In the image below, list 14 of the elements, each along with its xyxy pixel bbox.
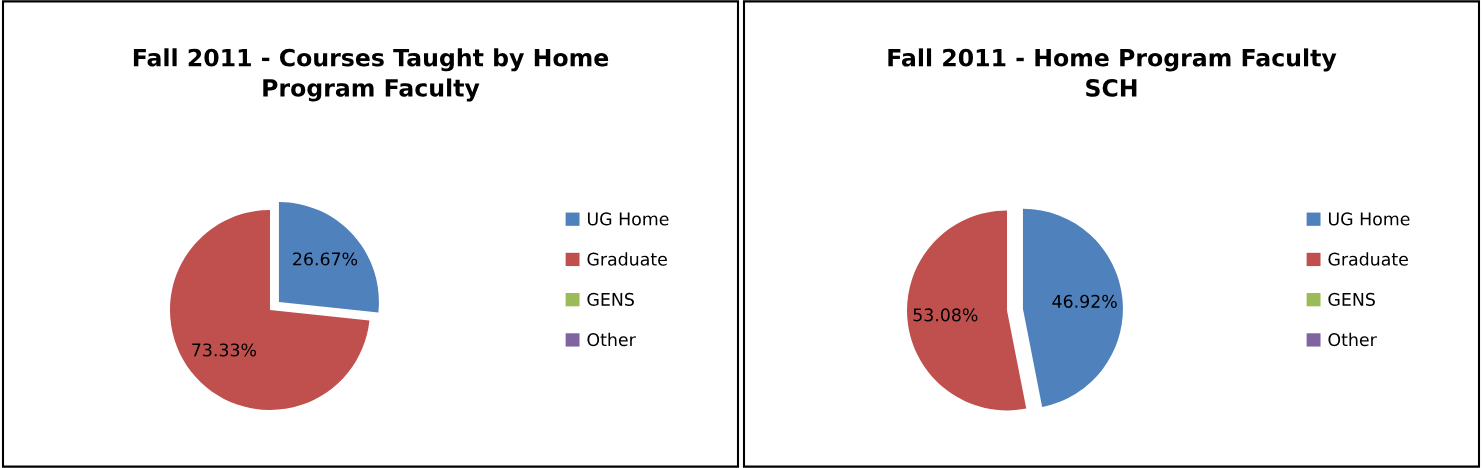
- legend-label: UG Home: [1328, 212, 1410, 226]
- data-label: 73.33%: [192, 343, 257, 357]
- chart-title: Fall 2011 - Home Program Faculty SCH: [888, 48, 1337, 97]
- data-label: 53.08%: [913, 308, 978, 322]
- legend-label: Graduate: [1328, 252, 1408, 266]
- data-label: 46.92%: [1052, 294, 1117, 308]
- legend-label: UG Home: [587, 212, 669, 226]
- legend-label: GENS: [587, 292, 634, 306]
- data-label: 26.67%: [293, 252, 358, 266]
- legend-label: Other: [1328, 332, 1377, 347]
- legend-label: GENS: [1328, 292, 1375, 306]
- legend-label: Other: [587, 332, 636, 347]
- legend-label: Graduate: [587, 252, 667, 266]
- chart-title: Fall 2011 - Courses Taught by Home Program Faculty: [133, 48, 609, 102]
